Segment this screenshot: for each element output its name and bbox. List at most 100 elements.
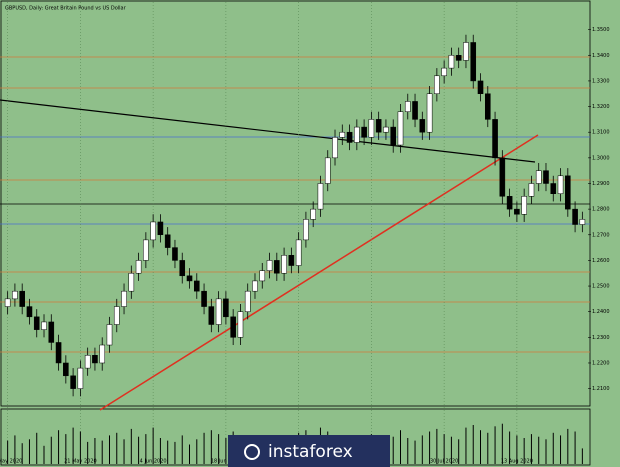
candle-body — [274, 260, 280, 274]
candle-body — [157, 221, 164, 236]
candle-body — [4, 298, 11, 307]
candle-body — [470, 42, 477, 82]
candle-body — [324, 157, 331, 184]
candle-body — [106, 324, 113, 346]
candle-body — [521, 196, 527, 215]
candle-body — [419, 119, 426, 133]
candle-body — [565, 175, 571, 210]
y-tick-label: 1.3000 — [592, 155, 610, 161]
y-tick-label: 1.3100 — [592, 130, 610, 136]
candle-body — [579, 219, 586, 225]
candle-body — [172, 247, 178, 261]
candle-body — [19, 290, 25, 307]
trend-line — [99, 134, 539, 411]
candle-body — [113, 306, 120, 325]
candle-body — [310, 208, 316, 220]
candle-body — [441, 67, 447, 77]
candle-body — [455, 55, 462, 61]
candle-body — [514, 208, 520, 215]
candle-body — [121, 290, 127, 307]
y-tick-label: 1.3200 — [592, 104, 610, 110]
candle-body — [426, 93, 433, 133]
chart-title: GBPUSD, Daily: Great Britain Pound vs US… — [5, 6, 127, 12]
candle-body — [339, 131, 346, 138]
candle-body — [295, 239, 302, 266]
candle-body — [361, 126, 367, 138]
candle-body — [179, 260, 186, 277]
candle-body — [448, 55, 455, 69]
candle-body — [55, 342, 62, 364]
candle-body — [48, 321, 55, 343]
candle-body — [193, 280, 200, 292]
candle-body — [63, 362, 69, 377]
candle-body — [70, 375, 76, 389]
watermark-box — [228, 435, 390, 467]
candle-body — [33, 316, 40, 330]
candle-body — [208, 306, 215, 325]
y-tick-label: 1.2700 — [592, 232, 610, 238]
y-tick-label: 1.2100 — [592, 386, 610, 392]
trend-line — [0, 99, 536, 163]
candle-body — [288, 255, 295, 266]
y-tick-label: 1.2400 — [592, 309, 610, 315]
x-tick-label: 7 May 2020 — [0, 459, 22, 465]
candle-body — [346, 131, 353, 143]
candle-body — [463, 42, 469, 61]
watermark: instaforex — [268, 442, 353, 462]
candle-body — [252, 280, 258, 292]
candle-body — [12, 290, 18, 300]
candle-body — [92, 355, 98, 364]
candle-body — [528, 183, 535, 197]
candle-body — [499, 157, 506, 197]
candle-body — [484, 93, 491, 120]
candle-body — [572, 208, 578, 225]
candle-body — [186, 275, 193, 282]
candle-body — [143, 239, 149, 261]
candle-body — [477, 80, 484, 94]
candle-body — [492, 119, 498, 159]
candle-body — [375, 119, 382, 133]
candle-body — [332, 137, 338, 159]
levels — [0, 56, 590, 353]
candle-body — [550, 183, 557, 194]
candle-body — [128, 272, 135, 292]
y-tick-label: 1.3500 — [592, 27, 610, 33]
y-tick-label: 1.2500 — [592, 284, 610, 290]
y-tick-label: 1.2200 — [592, 360, 610, 366]
candle-body — [135, 260, 142, 274]
candle-body — [84, 355, 91, 369]
candle-body — [281, 255, 287, 274]
candle-body — [317, 183, 324, 210]
watermark-logo — [244, 444, 260, 460]
candle-body — [41, 321, 47, 330]
candle-body — [223, 298, 229, 318]
y-tick-label: 1.3400 — [592, 53, 610, 59]
candle-body — [404, 101, 411, 112]
candle-body — [215, 298, 222, 325]
candle-body — [506, 196, 513, 210]
candle-body — [535, 170, 542, 184]
candle-body — [303, 219, 309, 241]
price-panel — [0, 0, 591, 407]
y-tick-label: 1.2300 — [592, 335, 610, 341]
candle-body — [164, 234, 171, 248]
y-tick-label: 1.2800 — [592, 207, 610, 213]
candle-body — [266, 260, 273, 271]
candle-body — [383, 126, 389, 133]
candle-body — [230, 316, 236, 338]
candle-body — [397, 111, 404, 146]
candle-body — [434, 75, 440, 94]
y-tick-label: 1.2600 — [592, 258, 610, 264]
candle-body — [99, 344, 106, 364]
candle-body — [543, 170, 549, 184]
candle-body — [368, 119, 375, 138]
candle-body — [259, 270, 266, 282]
candle-body — [244, 290, 251, 312]
candle-body — [77, 367, 84, 389]
y-tick-label: 1.3300 — [592, 78, 610, 84]
candle-body — [390, 126, 397, 146]
candle-body — [557, 175, 564, 194]
plot: 1.2100 1.2200 1.2300 1.2400 1.2500 1.2600 1.27… — [0, 2, 610, 465]
